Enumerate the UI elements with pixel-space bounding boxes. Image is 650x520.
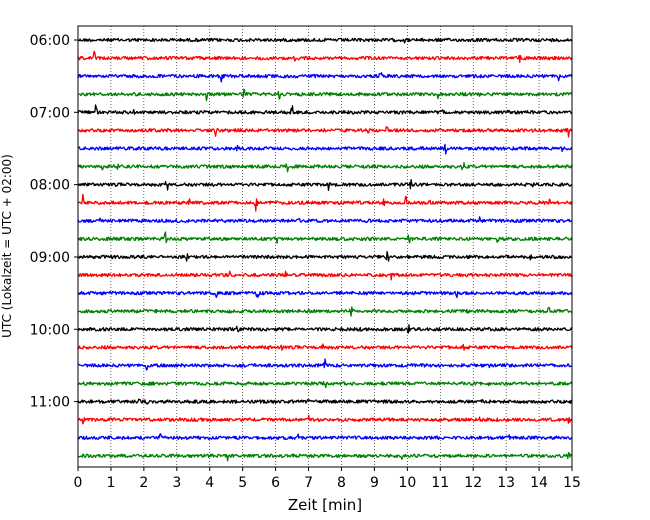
y-tick-label: 08:00 <box>30 178 70 194</box>
trace-0815 <box>78 193 573 212</box>
trace-0730 <box>77 143 573 155</box>
x-axis-label: Zeit [min] <box>288 496 362 514</box>
trace-0600 <box>77 37 572 44</box>
trace-1145 <box>77 451 573 462</box>
y-axis-label: UTC (Lokalzeit = UTC + 02:00) <box>0 154 14 338</box>
x-tick-label: 7 <box>304 475 313 491</box>
y-tick-label: 10:00 <box>30 322 70 338</box>
x-tick-label: 2 <box>139 475 148 491</box>
y-tick-label: 07:00 <box>30 105 70 121</box>
y-axis-ticks: 06:00 07:00 08:00 09:00 10:00 11:00 <box>30 33 78 411</box>
trace-1130 <box>77 433 573 441</box>
trace-1000 <box>77 324 573 334</box>
trace-0700 <box>77 104 573 115</box>
trace-0630 <box>77 72 573 83</box>
trace-1045 <box>77 380 573 389</box>
x-tick-label: 11 <box>431 475 449 491</box>
trace-0745 <box>77 162 573 173</box>
x-tick-label: 9 <box>370 475 379 491</box>
x-tick-label: 6 <box>271 475 280 491</box>
trace-1030 <box>78 358 573 371</box>
trace-0645 <box>77 88 573 102</box>
x-tick-label: 10 <box>398 475 416 491</box>
trace-0830 <box>77 216 573 224</box>
x-axis-ticks: 0 1 2 3 4 5 6 7 8 9 10 11 12 13 14 15 <box>74 467 581 491</box>
x-tick-label: 3 <box>172 475 181 491</box>
plot-frame <box>77 25 573 468</box>
x-tick-label: 15 <box>563 475 581 491</box>
trace-0930 <box>77 290 573 299</box>
x-tick-label: 13 <box>497 475 515 491</box>
x-tick-label: 1 <box>106 475 115 491</box>
trace-lines <box>77 37 573 462</box>
trace-0615 <box>77 50 573 63</box>
trace-0915 <box>77 270 573 281</box>
trace-0900 <box>77 251 573 262</box>
x-tick-label: 0 <box>74 475 83 491</box>
trace-0715 <box>77 125 573 138</box>
trace-1100 <box>77 398 573 405</box>
trace-0845 <box>77 231 573 245</box>
y-tick-label: 11:00 <box>30 395 70 411</box>
x-tick-label: 5 <box>238 475 247 491</box>
x-tick-label: 14 <box>530 475 548 491</box>
x-tick-label: 4 <box>205 475 214 491</box>
x-tick-label: 8 <box>337 475 346 491</box>
trace-0800 <box>77 178 573 192</box>
x-tick-label: 12 <box>464 475 482 491</box>
y-tick-label: 09:00 <box>30 250 70 266</box>
trace-1015 <box>77 343 573 351</box>
y-tick-label: 06:00 <box>30 33 70 49</box>
trace-0945 <box>77 306 573 317</box>
trace-1115 <box>77 414 573 425</box>
